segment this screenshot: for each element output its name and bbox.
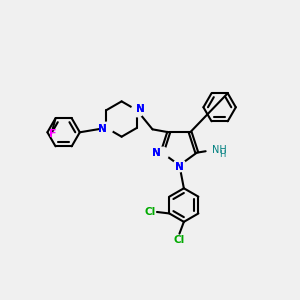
Text: N: N [136, 104, 145, 114]
Text: N: N [175, 162, 184, 172]
Text: Cl: Cl [174, 235, 185, 244]
Text: N: N [152, 148, 161, 158]
Text: N: N [98, 124, 107, 134]
Text: NH: NH [212, 145, 226, 155]
Text: N: N [175, 162, 184, 172]
Text: H: H [220, 150, 226, 159]
Text: N: N [152, 148, 161, 158]
Text: N: N [98, 124, 107, 134]
Text: N: N [136, 104, 145, 114]
Text: Cl: Cl [145, 207, 156, 217]
Text: F: F [49, 130, 56, 140]
